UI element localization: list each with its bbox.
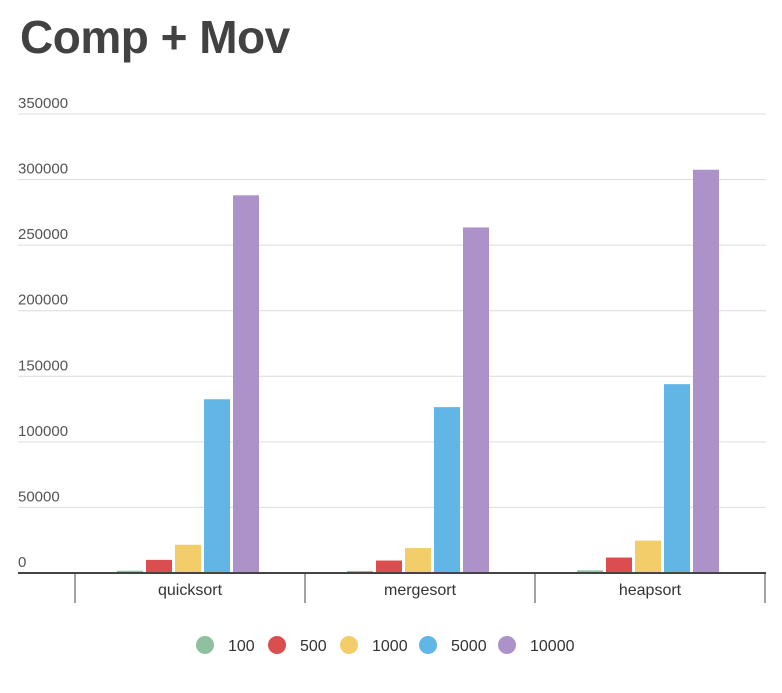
y-tick-label: 300000 — [18, 161, 68, 178]
legend-swatch-5000 — [419, 636, 437, 654]
y-tick-label: 250000 — [18, 226, 68, 243]
x-tick-label: heapsort — [619, 582, 682, 599]
legend-label: 1000 — [372, 638, 408, 655]
bar-heapsort-5000 — [664, 384, 690, 573]
bar-quicksort-500 — [146, 559, 172, 573]
bar-mergesort-1000 — [405, 548, 431, 573]
y-tick-label: 50000 — [18, 488, 60, 505]
legend-swatch-10000 — [498, 636, 516, 654]
y-tick-label: 100000 — [18, 423, 68, 440]
y-tick-label: 150000 — [18, 357, 68, 374]
x-tick-label: quicksort — [158, 582, 223, 599]
legend-label: 100 — [228, 638, 255, 655]
chart-title: Comp + Mov — [20, 11, 290, 63]
bar-mergesort-500 — [376, 560, 402, 573]
bar-quicksort-1000 — [175, 544, 201, 573]
y-tick-label: 350000 — [18, 95, 68, 112]
y-tick-label: 0 — [18, 554, 26, 571]
y-tick-label: 200000 — [18, 292, 68, 309]
legend-label: 500 — [300, 638, 327, 655]
legend-swatch-100 — [196, 636, 214, 654]
legend-label: 5000 — [451, 638, 487, 655]
bar-heapsort-1000 — [635, 540, 661, 573]
legend-swatch-500 — [268, 636, 286, 654]
legend-swatch-1000 — [340, 636, 358, 654]
bar-heapsort-100 — [577, 570, 603, 573]
x-tick-label: mergesort — [384, 582, 457, 599]
bar-quicksort-100 — [117, 570, 143, 573]
bar-heapsort-10000 — [693, 169, 719, 573]
legend-label: 10000 — [530, 638, 575, 655]
bar-quicksort-5000 — [204, 399, 230, 573]
bar-quicksort-10000 — [233, 195, 259, 573]
bar-heapsort-500 — [606, 557, 632, 573]
bar-mergesort-5000 — [434, 407, 460, 573]
bar-mergesort-10000 — [463, 227, 489, 573]
